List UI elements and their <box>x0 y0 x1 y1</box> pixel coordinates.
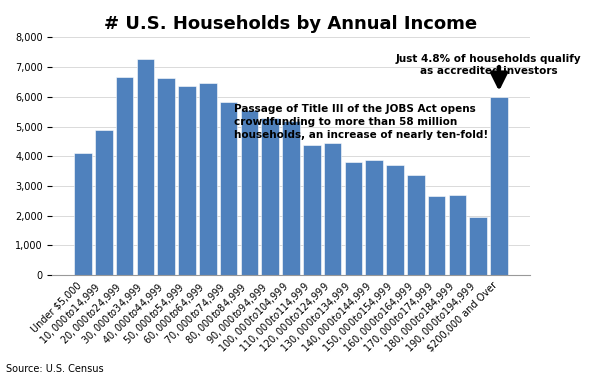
Bar <box>428 197 445 275</box>
Bar <box>365 160 383 275</box>
Text: Source: U.S. Census: Source: U.S. Census <box>6 364 104 374</box>
Bar <box>116 77 133 275</box>
Bar <box>262 118 279 275</box>
Text: Just 4.8% of households qualify
as accredited investors: Just 4.8% of households qualify as accre… <box>396 54 581 76</box>
Bar <box>407 175 425 275</box>
Title: # U.S. Households by Annual Income: # U.S. Households by Annual Income <box>104 15 478 33</box>
Bar <box>137 59 154 275</box>
Bar <box>220 102 238 275</box>
Bar <box>344 162 362 275</box>
Bar <box>199 82 217 275</box>
Bar <box>95 130 113 275</box>
Bar <box>303 145 320 275</box>
Bar <box>241 110 258 275</box>
Bar <box>490 97 508 275</box>
Bar <box>157 78 175 275</box>
Bar <box>449 195 466 275</box>
Bar <box>469 217 487 275</box>
Text: Passage of Title III of the JOBS Act opens
crowdfunding to more than 58 million
: Passage of Title III of the JOBS Act ope… <box>234 104 488 140</box>
Bar <box>74 153 92 275</box>
Bar <box>178 87 196 275</box>
Bar <box>386 165 404 275</box>
Bar <box>282 121 300 275</box>
Bar <box>324 143 341 275</box>
